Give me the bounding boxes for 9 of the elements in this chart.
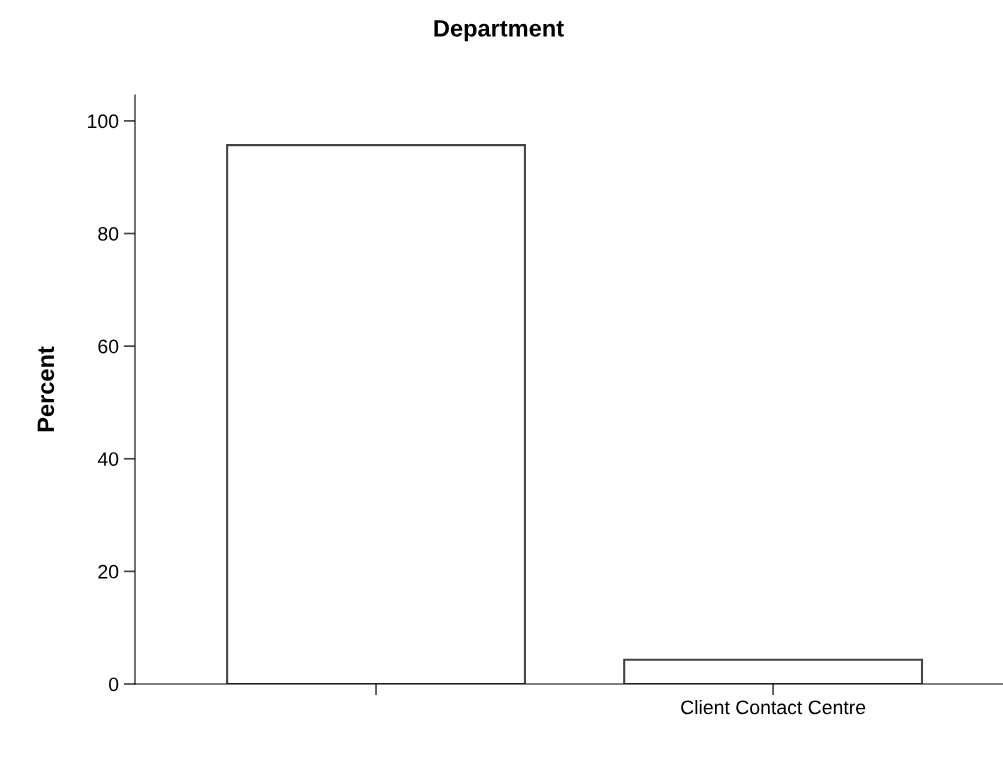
y-tick-label: 100: [88, 114, 119, 129]
y-tick-label: 20: [98, 564, 119, 579]
y-axis-title: Percent: [37, 346, 55, 432]
y-tick-label: 0: [108, 677, 119, 692]
y-tick-label: 60: [98, 339, 119, 354]
chart-title: Department: [434, 20, 564, 42]
y-tick-label: 80: [98, 226, 119, 241]
y-tick-label: 40: [97, 452, 119, 466]
x-tick-label: Client Contact Centre: [681, 699, 866, 715]
